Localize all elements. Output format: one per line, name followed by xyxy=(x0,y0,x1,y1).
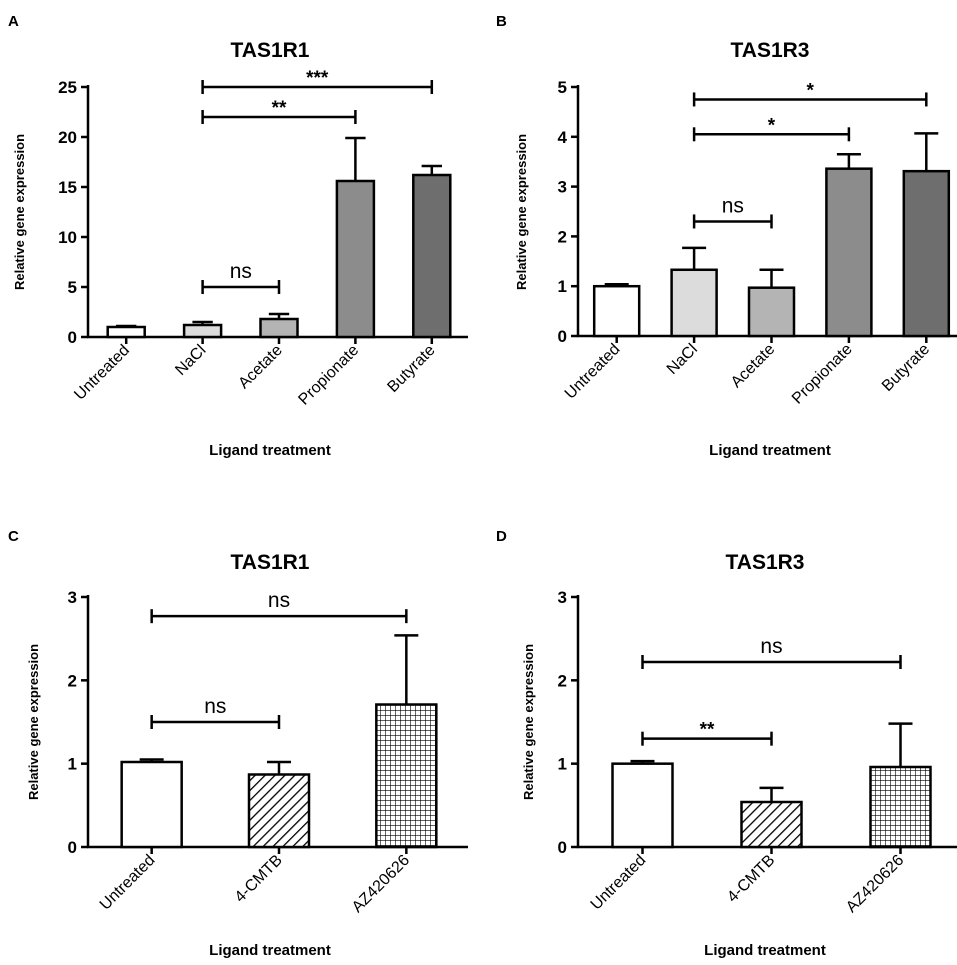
chart-title: TAS1R1 xyxy=(231,551,310,574)
significance-label: ns xyxy=(230,260,252,283)
bar-untreated xyxy=(611,762,674,849)
bar-nacl xyxy=(182,323,223,339)
bar-butyrate xyxy=(902,169,951,338)
bar-4-cmtb xyxy=(740,800,803,849)
x-tick-label: Propionate xyxy=(295,342,362,409)
plot-area: 0 1 2 3 Untreated 4-CMTB AZ420626 ** ns xyxy=(558,588,957,916)
panel-c: C TAS1R1 Relative gene expression Ligand… xyxy=(8,528,468,959)
y-tick-label: 25 xyxy=(58,78,77,97)
bar-az420626 xyxy=(869,765,932,849)
panel-letter: A xyxy=(8,13,19,30)
y-tick-label: 20 xyxy=(58,128,77,147)
x-tick-label: AZ420626 xyxy=(843,852,907,916)
bar-propionate xyxy=(825,167,873,338)
y-tick-label: 5 xyxy=(558,78,567,97)
significance-label: * xyxy=(768,115,776,136)
y-tick-label: 3 xyxy=(558,178,567,197)
y-tick-label: 0 xyxy=(558,327,567,346)
significance-label: * xyxy=(806,80,814,101)
x-tick-label: 4-CMTB xyxy=(724,852,778,906)
x-tick-label: AZ420626 xyxy=(349,852,413,916)
y-axis-label: Relative gene expression xyxy=(12,134,27,290)
y-tick-label: 0 xyxy=(68,838,77,857)
plot-area: 0 5 10 15 20 25 Untreated NaCl Acetate Propionate… xyxy=(58,68,468,409)
significance-label: ns xyxy=(204,695,226,718)
x-axis-label: Ligand treatment xyxy=(704,942,826,959)
plot-area: 0 1 2 3 Untreated 4-CMTB AZ420626 ns ns xyxy=(68,588,468,916)
y-tick-label: 4 xyxy=(558,128,568,147)
y-axis-label: Relative gene expression xyxy=(514,134,529,290)
x-axis-label: Ligand treatment xyxy=(709,442,831,459)
bar-acetate xyxy=(747,286,796,338)
significance-label: ** xyxy=(700,720,715,741)
y-tick-label: 2 xyxy=(558,671,567,690)
y-axis-label: Relative gene expression xyxy=(521,644,536,800)
y-tick-label: 1 xyxy=(68,755,77,774)
bar-acetate xyxy=(259,317,299,339)
y-tick-label: 3 xyxy=(558,588,567,607)
panel-letter: C xyxy=(8,528,19,545)
panel-b: B TAS1R3 Relative gene expression Ligand… xyxy=(496,13,957,459)
y-axis-label: Relative gene expression xyxy=(26,644,41,800)
y-tick-label: 1 xyxy=(558,277,567,296)
bar-butyrate xyxy=(412,173,452,339)
y-tick-label: 15 xyxy=(58,178,77,197)
x-tick-label: Butyrate xyxy=(879,341,933,395)
chart-title: TAS1R3 xyxy=(726,551,805,574)
significance-label: ns xyxy=(722,194,744,217)
bar-untreated xyxy=(120,760,183,849)
panel-letter: D xyxy=(496,528,507,545)
x-axis-label: Ligand treatment xyxy=(209,442,331,459)
x-tick-label: Acetate xyxy=(728,341,778,391)
panel-d: D TAS1R3 Relative gene expression Ligand… xyxy=(496,528,957,959)
x-tick-label: Untreated xyxy=(562,341,624,403)
y-tick-label: 5 xyxy=(68,278,77,297)
y-tick-label: 1 xyxy=(558,755,567,774)
significance-label: ns xyxy=(760,635,782,658)
bar-untreated xyxy=(106,325,146,339)
y-tick-label: 0 xyxy=(558,838,567,857)
plot-area: 0 1 2 3 4 5 Untreated NaCl Acetate Propionate Buty… xyxy=(558,78,957,408)
x-tick-label: Acetate xyxy=(235,342,285,392)
chart-title: TAS1R3 xyxy=(731,39,810,62)
x-tick-label: Untreated xyxy=(588,852,650,914)
panel-a: A TAS1R1 Relative gene expression Ligand… xyxy=(8,13,468,459)
x-tick-label: NaCl xyxy=(172,342,209,379)
bar-nacl xyxy=(670,268,718,338)
y-tick-label: 2 xyxy=(68,671,77,690)
significance-label: *** xyxy=(306,68,329,89)
y-tick-label: 10 xyxy=(58,228,77,247)
y-tick-label: 0 xyxy=(68,328,77,347)
bar-propionate xyxy=(335,179,376,339)
y-tick-label: 2 xyxy=(558,227,567,246)
bar-4-cmtb xyxy=(247,773,311,849)
x-tick-label: Untreated xyxy=(97,852,159,914)
significance-label: ** xyxy=(272,98,287,119)
x-tick-label: 4-CMTB xyxy=(232,852,286,906)
x-tick-label: NaCl xyxy=(664,341,701,378)
x-axis-label: Ligand treatment xyxy=(209,942,331,959)
y-tick-label: 3 xyxy=(68,588,77,607)
x-tick-label: Butyrate xyxy=(384,342,438,396)
panel-letter: B xyxy=(496,13,507,30)
bar-untreated xyxy=(592,284,641,338)
x-tick-label: Untreated xyxy=(71,342,133,404)
bar-az420626 xyxy=(375,703,438,849)
x-tick-label: Propionate xyxy=(789,341,856,408)
significance-label: ns xyxy=(268,589,290,612)
chart-title: TAS1R1 xyxy=(231,39,310,62)
